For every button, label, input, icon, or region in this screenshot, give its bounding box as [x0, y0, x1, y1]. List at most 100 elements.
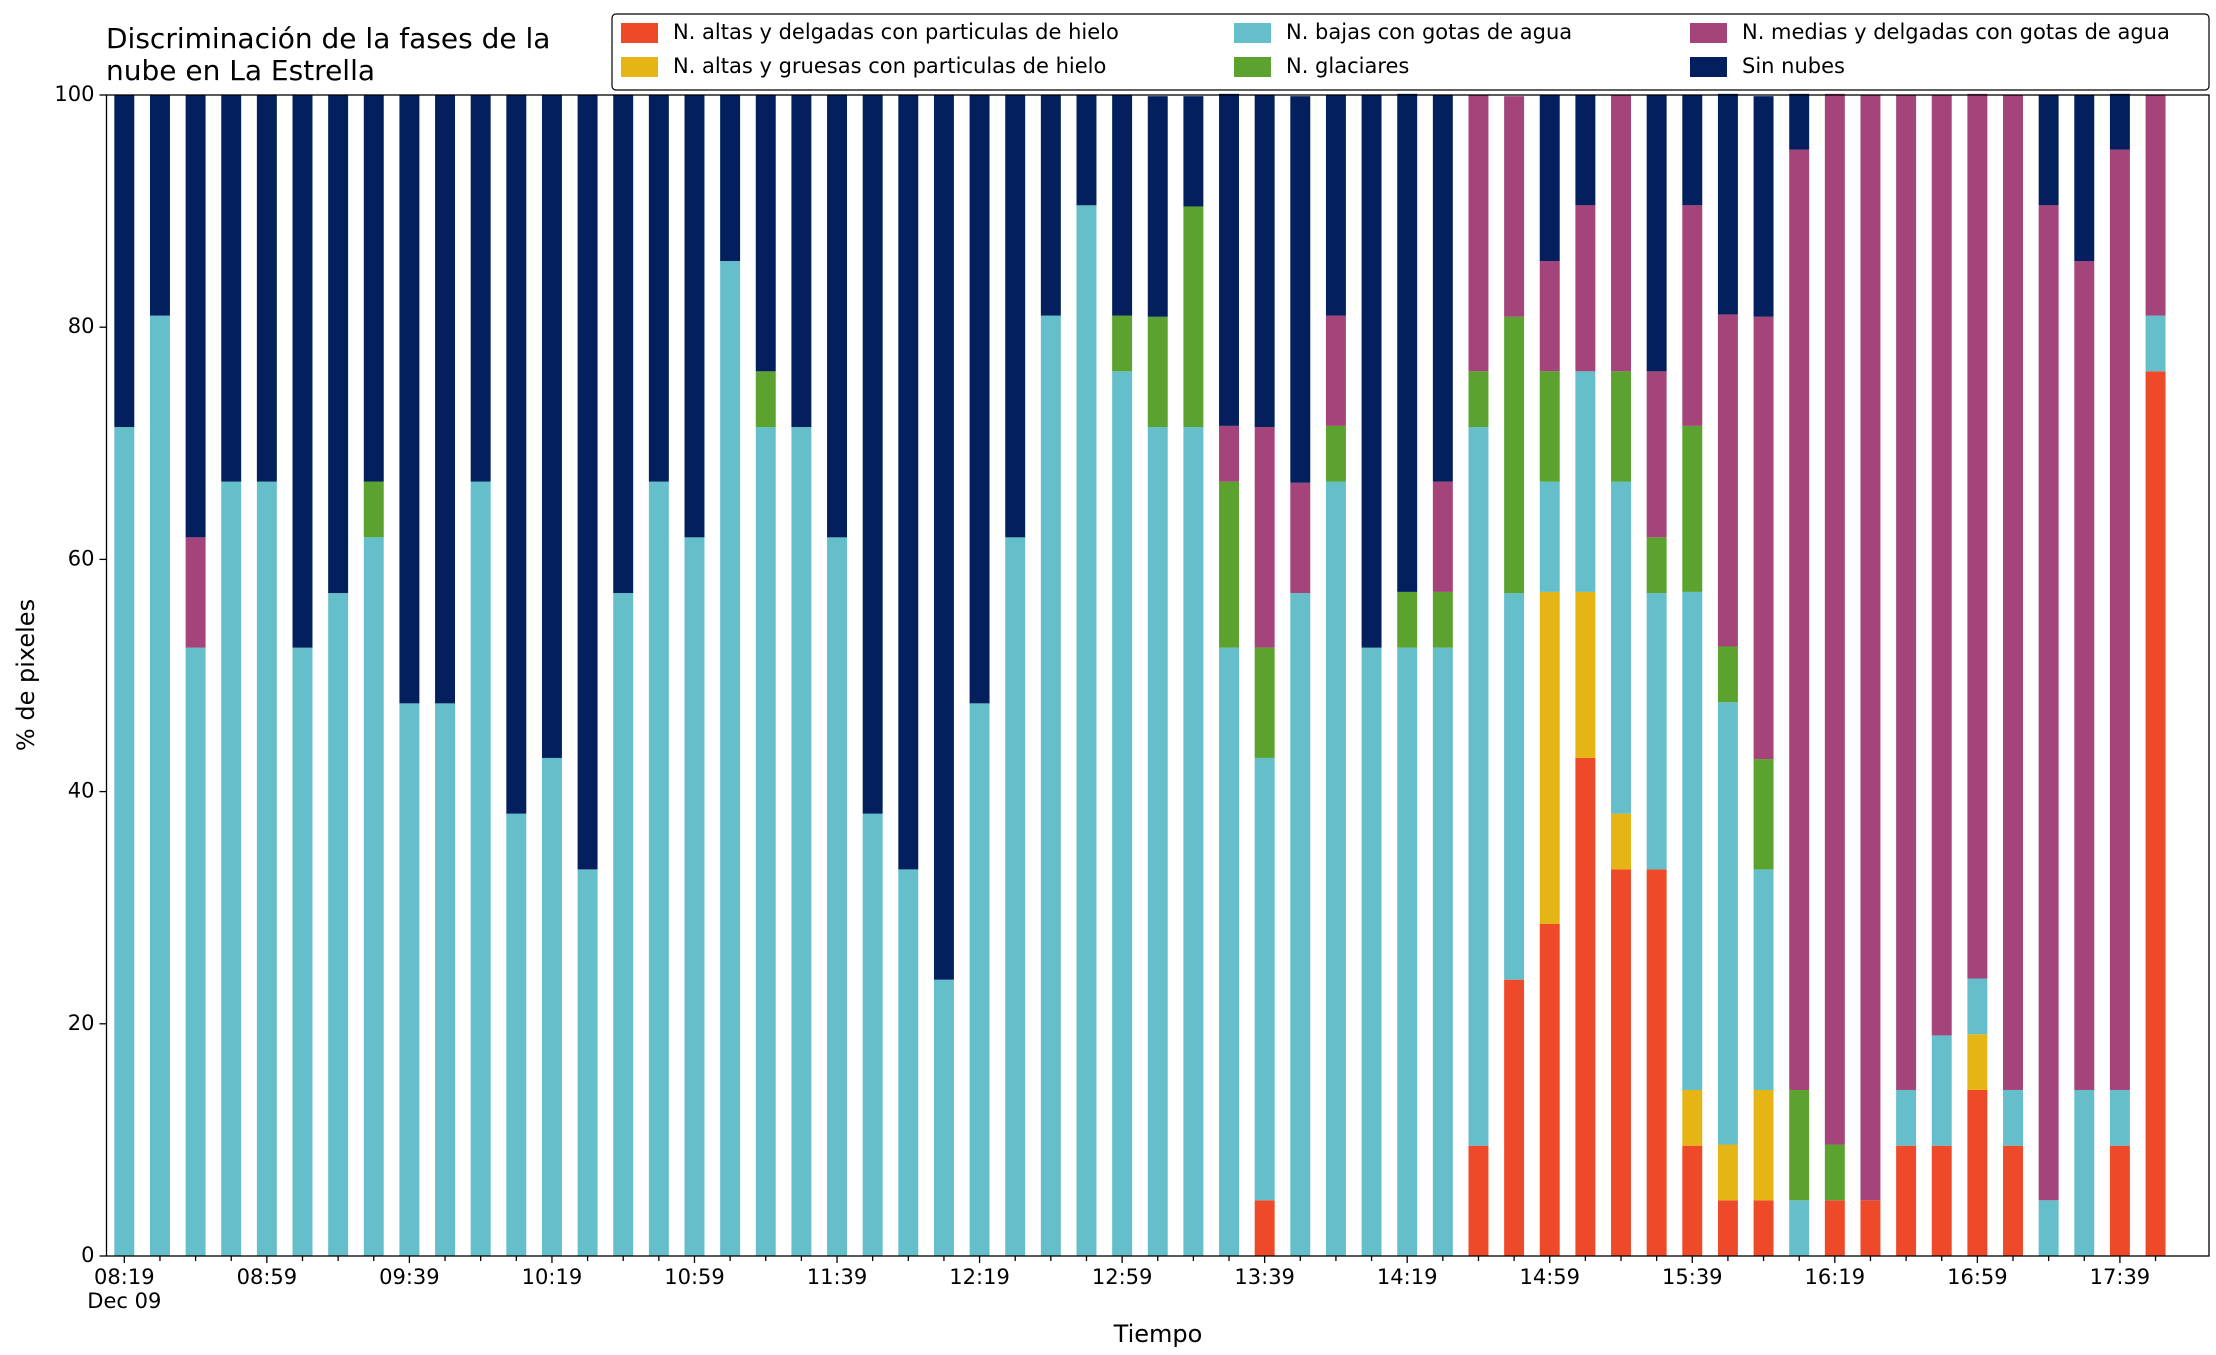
bar-segment	[292, 95, 313, 648]
x-date-label: Dec 09	[87, 1289, 161, 1313]
bar-segment	[933, 95, 954, 980]
chart-title: nube en La Estrella	[106, 54, 375, 87]
bar-segment	[1682, 591, 1703, 1090]
legend-swatch	[1234, 57, 1271, 77]
x-tick-label: 08:19	[94, 1265, 155, 1289]
bar-segment	[1575, 757, 1596, 1256]
bar-segment	[328, 95, 349, 594]
bar-segment	[221, 481, 242, 1256]
bar-segment	[1611, 95, 1631, 372]
bar-segment	[1896, 1145, 1917, 1256]
bar-segment	[1896, 1089, 1917, 1146]
bar-segment	[2003, 1145, 2023, 1256]
legend-label: Sin nubes	[1742, 54, 1845, 78]
bar-segment	[862, 813, 883, 1256]
bar-segment	[1290, 482, 1311, 594]
bar-segment	[1397, 647, 1418, 1256]
bar-segment	[1682, 205, 1703, 426]
bar-segment	[2003, 95, 2023, 1090]
bar-segment	[1325, 95, 1346, 316]
bar-segment	[720, 261, 741, 1256]
x-tick-label: 12:59	[1092, 1265, 1153, 1289]
bar-segment	[328, 593, 349, 1256]
legend-swatch	[1234, 23, 1271, 43]
bar-segment	[2074, 95, 2095, 262]
legend-swatch	[1690, 23, 1727, 43]
y-tick-label: 80	[68, 314, 95, 338]
bar-segment	[1397, 591, 1418, 648]
bar-segment	[1539, 261, 1560, 372]
bar-segment	[470, 481, 491, 1256]
bar-segment	[2038, 1200, 2059, 1256]
bar-segment	[1717, 93, 1738, 315]
bar-segment	[1539, 923, 1560, 1256]
x-tick-label: 11:39	[807, 1265, 868, 1289]
x-tick-label: 14:19	[1377, 1265, 1438, 1289]
bar-segment	[1646, 537, 1667, 594]
bar-segment	[2074, 261, 2095, 1090]
bar-segment	[2038, 205, 2059, 1201]
bar-segment	[399, 95, 420, 704]
bar-segment	[1219, 647, 1239, 1256]
bar-segment	[720, 95, 741, 262]
bar-segment	[2145, 95, 2166, 316]
bar-segment	[1361, 647, 1382, 1256]
x-tick-label: 16:19	[1805, 1265, 1866, 1289]
bar-segment	[1432, 95, 1453, 482]
y-tick-label: 0	[81, 1243, 94, 1267]
bar-segment	[221, 95, 242, 482]
bar-segment	[363, 537, 384, 1256]
bar-segment	[1468, 1145, 1489, 1256]
bar-segment	[684, 537, 705, 1256]
bar-segment	[1575, 591, 1596, 758]
bar-segment	[1717, 646, 1738, 703]
bar-segment	[1219, 481, 1239, 648]
x-tick-label: 10:59	[664, 1265, 725, 1289]
legend-label: N. altas y gruesas con particulas de hie…	[673, 54, 1106, 78]
bar-segment	[1646, 371, 1667, 538]
bar-segment	[2038, 95, 2059, 206]
bar-segment	[1254, 647, 1275, 758]
bar-segment	[470, 95, 491, 482]
bar-segment	[1112, 315, 1133, 372]
bar-segment	[1539, 95, 1560, 262]
bar-segment	[1611, 481, 1631, 814]
bar-segment	[577, 869, 598, 1256]
y-axis-label: % de pixeles	[12, 599, 40, 751]
bar-segment	[1789, 1200, 1810, 1256]
bar-segment	[613, 593, 634, 1256]
bar-segment	[1575, 205, 1596, 372]
x-tick-label: 09:39	[379, 1265, 440, 1289]
bar-segment	[1931, 1035, 1952, 1146]
bar-segment	[1254, 1200, 1275, 1256]
bar-segment	[1682, 1145, 1703, 1256]
bar-segment	[1254, 95, 1275, 428]
bar-segment	[1789, 93, 1810, 150]
bar-segment	[1183, 96, 1204, 207]
bar-segment	[1967, 1034, 1988, 1090]
bar-segment	[1254, 757, 1275, 1201]
bar-segment	[898, 95, 919, 870]
bar-segment	[541, 757, 562, 1256]
bar-segment	[1504, 316, 1525, 594]
bar-segment	[435, 95, 456, 704]
bar-segment	[755, 371, 776, 428]
bar-segment	[862, 95, 883, 814]
bar-segment	[1005, 95, 1026, 538]
bar-segment	[1611, 869, 1631, 1256]
bar-segment	[1753, 869, 1774, 1090]
x-tick-label: 12:19	[949, 1265, 1010, 1289]
bar-segment	[1753, 96, 1774, 317]
bar-segment	[1967, 93, 1988, 979]
legend-label: N. bajas con gotas de agua	[1286, 20, 1572, 44]
bar-segment	[185, 95, 206, 538]
bar-segment	[1931, 1145, 1952, 1256]
bar-segment	[506, 813, 527, 1256]
bar-segment	[1219, 425, 1239, 482]
bar-segment	[1005, 537, 1026, 1256]
bar-segment	[149, 95, 170, 316]
bar-segment	[1147, 427, 1168, 1256]
bar-segment	[363, 95, 384, 482]
bar-segment	[1575, 95, 1596, 206]
bar-segment	[1040, 95, 1061, 316]
